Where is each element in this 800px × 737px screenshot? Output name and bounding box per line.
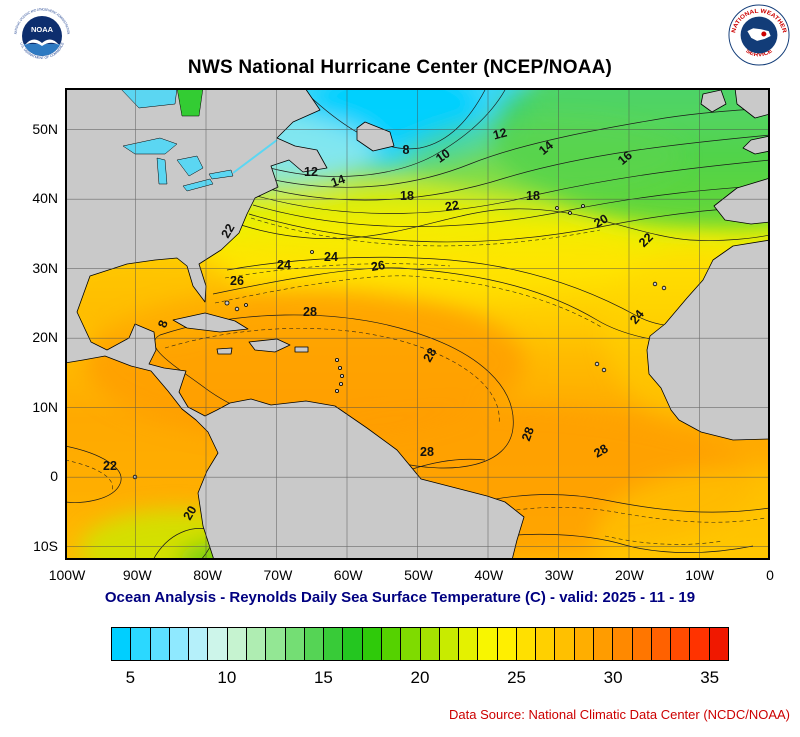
- colorbar-segment: [381, 628, 402, 660]
- noaa-logo-art: NATIONAL OCEANIC AND ATMOSPHERIC ADMINIS…: [11, 5, 73, 67]
- nws-logo-art: NATIONAL WEATHER SERVICE: [728, 4, 790, 66]
- lake-ontario: [208, 169, 234, 180]
- lon-axis-label: 0: [766, 567, 774, 583]
- colorbar-tick-label: 30: [603, 668, 623, 687]
- colorbar-segment: [459, 628, 479, 660]
- colorbar-segment: [671, 628, 691, 660]
- colorbar-segment: [536, 628, 556, 660]
- colorbar-tick-label: 25: [507, 668, 527, 687]
- lake-erie: [182, 178, 214, 192]
- sst-map-canvas: [65, 88, 770, 560]
- colorbar-segment: [632, 628, 652, 660]
- colorbar-segment: [439, 628, 460, 660]
- land-jamaica: [216, 347, 233, 355]
- land-puerto-rico: [294, 346, 309, 353]
- land-brittany: [742, 135, 770, 155]
- lat-axis-label: 50N: [32, 120, 58, 137]
- colorbar-segment: [112, 628, 132, 660]
- noaa-center-text: NOAA: [31, 25, 54, 34]
- nws-storm-icon: [761, 31, 767, 37]
- map-border: [65, 88, 770, 560]
- colorbar-segment: [401, 628, 421, 660]
- lat-axis-label: 30N: [32, 259, 58, 276]
- lon-axis-label: 40W: [474, 567, 504, 583]
- james-bay: [176, 88, 204, 117]
- land-americas: [65, 88, 525, 560]
- noaa-gull-icon: [25, 39, 59, 46]
- colorbar-tick-label: 35: [700, 668, 720, 687]
- colorbar-tick-label: 5: [125, 668, 136, 687]
- nws-logo: NATIONAL WEATHER SERVICE: [728, 4, 790, 66]
- data-source: Data Source: National Climatic Data Cent…: [449, 707, 790, 722]
- lon-axis-label: 70W: [263, 567, 293, 583]
- nws-usa-map-icon: [747, 28, 771, 41]
- colorbar-segment: [613, 628, 633, 660]
- lake-michigan: [156, 157, 168, 185]
- land-iberia: [713, 177, 770, 225]
- inland-water: [119, 88, 278, 192]
- lake-superior: [122, 137, 178, 155]
- colorbar-segment: [690, 628, 710, 660]
- lon-axis-label: 50W: [404, 567, 433, 583]
- land-cuba: [172, 312, 249, 333]
- colorbar-segment: [208, 628, 228, 660]
- land-ireland: [700, 89, 727, 113]
- colorbar-segment: [478, 628, 498, 660]
- hudson-bay: [119, 88, 178, 109]
- lat-axis-label: 10S: [33, 537, 58, 554]
- graticule: [65, 88, 770, 560]
- page-title: NWS National Hurricane Center (NCEP/NOAA…: [187, 57, 613, 78]
- colorbar-segment: [227, 628, 247, 660]
- lat-axis-label: 20N: [32, 329, 58, 346]
- landmasses: [65, 88, 770, 560]
- st-lawrence-river: [232, 139, 278, 174]
- colorbar-segment: [574, 628, 595, 660]
- colorbar-segment: [246, 628, 267, 660]
- colorbar-segment: [169, 628, 190, 660]
- land-britain: [734, 88, 770, 119]
- noaa-emblem-sea: [23, 44, 61, 56]
- sst-contours-dashed: [65, 217, 770, 545]
- colorbar-segment: [594, 628, 614, 660]
- colorbar-segment: [555, 628, 575, 660]
- colorbar-segment: [324, 628, 344, 660]
- colorbar-segment: [285, 628, 305, 660]
- lat-axis-label: 0: [50, 468, 58, 485]
- colorbar-segment: [709, 628, 728, 660]
- land-hispaniola: [248, 338, 291, 353]
- colorbar-segment: [131, 628, 151, 660]
- lon-axis-label: 80W: [193, 567, 222, 583]
- colorbar-segment: [189, 628, 209, 660]
- map-caption: Ocean Analysis - Reynolds Daily Sea Surf…: [104, 589, 696, 606]
- colorbar-tick-label: 15: [313, 668, 333, 687]
- lon-axis-label: 10W: [685, 567, 715, 583]
- noaa-logo: NATIONAL OCEANIC AND ATMOSPHERIC ADMINIS…: [10, 4, 74, 68]
- colorbar-segment: [362, 628, 382, 660]
- lon-axis-label: 20W: [614, 567, 644, 583]
- colorbar-segment: [497, 628, 517, 660]
- lat-axis-label: 40N: [32, 190, 58, 207]
- colorbar-segment: [150, 628, 170, 660]
- colorbar: [111, 627, 729, 661]
- lon-axis-label: 30W: [544, 567, 574, 583]
- lon-axis-label: 60W: [333, 567, 363, 583]
- colorbar-segment: [516, 628, 537, 660]
- colorbar-tick-label: 10: [217, 668, 237, 687]
- lake-huron: [176, 155, 204, 177]
- colorbar-segment: [420, 628, 440, 660]
- colorbar-tick-label: 20: [410, 668, 430, 687]
- sst-map: 12 8 10 14 16 12 14 18 22 18 20 22 22 24 24 26 26 28 8 24 28…: [65, 88, 770, 560]
- colorbar-segment: [266, 628, 286, 660]
- colorbar-segment: [304, 628, 325, 660]
- lat-axis-label: 10N: [32, 398, 58, 415]
- colorbar-segment: [343, 628, 363, 660]
- land-newfoundland: [356, 121, 395, 152]
- lon-axis-label: 90W: [122, 567, 152, 583]
- lon-axis-label: 100W: [48, 567, 86, 583]
- land-africa: [646, 239, 770, 441]
- colorbar-segment: [651, 628, 672, 660]
